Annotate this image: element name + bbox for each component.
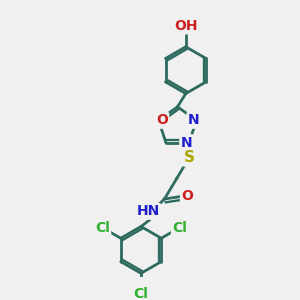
Text: O: O	[181, 189, 193, 203]
Text: OH: OH	[174, 19, 197, 33]
Text: N: N	[188, 113, 200, 128]
Text: Cl: Cl	[95, 220, 110, 235]
Text: N: N	[181, 136, 192, 150]
Text: O: O	[156, 113, 168, 128]
Text: S: S	[184, 150, 195, 165]
Text: HN: HN	[136, 204, 160, 218]
Text: Cl: Cl	[134, 287, 148, 300]
Text: Cl: Cl	[172, 220, 187, 235]
